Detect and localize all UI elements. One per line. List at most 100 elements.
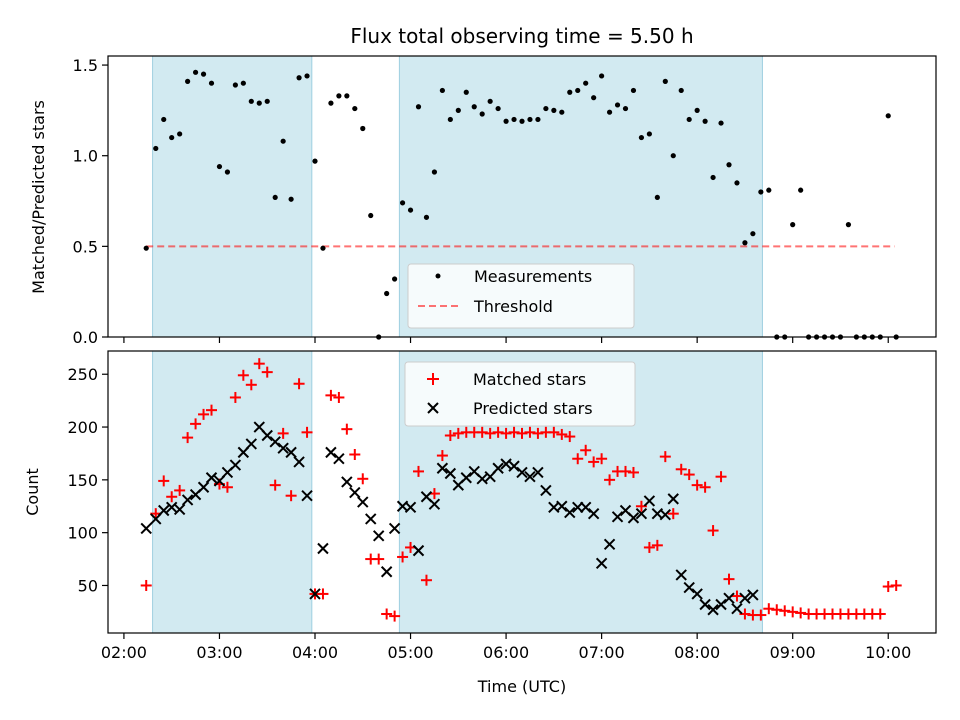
matched-star-point — [389, 610, 401, 622]
matched-star-point — [182, 432, 194, 444]
predicted-star-stroke — [325, 446, 337, 459]
top-y-ticks: 0.0 0.5 1.0 1.5 — [73, 56, 108, 347]
measurement-point — [543, 105, 549, 112]
matched-star-point — [564, 431, 576, 443]
predicted-star-point — [659, 509, 672, 521]
matched-star-point — [516, 427, 528, 439]
x-tick-label: 03:00 — [196, 643, 242, 662]
predicted-star-stroke — [428, 498, 441, 510]
predicted-star-stroke — [691, 588, 703, 600]
measurement-point — [423, 214, 430, 220]
bottom-plot-frame — [107, 350, 937, 634]
predicted-star-stroke — [165, 501, 178, 514]
predicted-star-point — [723, 592, 735, 604]
top-ylabel: Matched/Predicted stars — [29, 100, 48, 294]
matched-star-point — [158, 475, 170, 487]
matched-star-markers — [140, 358, 902, 622]
predicted-star-stroke — [309, 588, 321, 600]
measurement-point — [312, 158, 318, 164]
measurement-point — [392, 276, 398, 282]
matched-star-point — [779, 605, 791, 617]
matched-star-point — [572, 453, 584, 465]
predicted-star-stroke — [540, 484, 552, 497]
matched-star-point — [229, 391, 241, 403]
measurement-point — [503, 118, 509, 124]
measurement-point — [845, 222, 852, 228]
measurement-point — [431, 169, 438, 175]
predicted-star-stroke — [269, 436, 281, 448]
measurement-point — [336, 93, 342, 99]
predicted-star-stroke — [659, 509, 672, 521]
predicted-star-point — [325, 446, 337, 459]
predicted-star-stroke — [245, 438, 258, 450]
predicted-star-stroke — [548, 501, 560, 514]
matched-star-point — [683, 469, 695, 481]
matched-star-point — [174, 484, 186, 496]
measurement-point — [758, 189, 764, 195]
predicted-star-stroke — [739, 592, 751, 604]
matched-star-point — [293, 378, 305, 390]
bottom-ylabel: Count — [23, 468, 42, 516]
measurement-point — [527, 116, 533, 123]
x-tick-label: 02:00 — [101, 643, 147, 662]
x-tick-label: 10:00 — [865, 643, 911, 662]
predicted-star-point — [293, 456, 305, 468]
matched-star-point — [627, 466, 639, 478]
matched-star-point — [253, 358, 265, 370]
matched-star-point — [556, 428, 568, 440]
measurement-point — [670, 153, 676, 159]
measurement-point — [455, 107, 461, 113]
predicted-star-point — [349, 486, 361, 499]
matched-star-point — [452, 427, 464, 439]
matched-star-point — [548, 426, 560, 438]
predicted-star-point — [691, 588, 703, 600]
predicted-star-point — [683, 581, 695, 594]
predicted-star-point — [428, 498, 441, 510]
measurement-point — [280, 138, 286, 144]
predicted-star-stroke — [404, 501, 417, 514]
matched-star-point — [285, 490, 297, 502]
predicted-star-stroke — [532, 466, 544, 479]
measurement-point — [384, 290, 390, 297]
measurement-point — [153, 145, 159, 152]
predicted-star-stroke — [380, 566, 393, 578]
measurement-point — [216, 163, 223, 170]
predicted-star-stroke — [611, 511, 624, 523]
matched-star-point — [476, 426, 488, 438]
measurement-point — [264, 98, 270, 104]
matched-star-point — [413, 465, 424, 477]
predicted-star-point — [516, 466, 528, 479]
matched-star-point — [245, 379, 257, 391]
predicted-star-stroke — [261, 429, 273, 442]
predicted-star-point — [205, 472, 218, 484]
measurement-point — [734, 180, 740, 186]
predicted-star-point — [508, 460, 520, 472]
predicted-star-markers — [140, 421, 759, 616]
predicted-star-stroke — [707, 604, 719, 616]
top-x-ticks — [123, 337, 889, 343]
predicted-star-stroke — [205, 472, 218, 484]
predicted-star-point — [532, 466, 544, 479]
measurement-point — [487, 98, 493, 104]
predicted-star-stroke — [500, 458, 512, 470]
measurement-point — [559, 109, 565, 115]
matched-star-point — [763, 603, 775, 615]
matched-star-point — [237, 369, 249, 381]
predicted-star-stroke — [627, 512, 640, 524]
predicted-star-stroke — [444, 467, 457, 480]
top-plot-frame — [107, 55, 937, 338]
matched-star-point — [373, 553, 385, 565]
matched-star-point — [341, 423, 353, 435]
predicted-star-stroke — [556, 500, 568, 512]
legend-marker-predicted — [427, 402, 439, 414]
predicted-star-point — [165, 501, 178, 514]
measurement-point — [399, 200, 406, 206]
bottom-y-ticks: 50 100 150 200 250 — [67, 365, 108, 595]
predicted-star-stroke — [173, 503, 186, 516]
predicted-star-point — [707, 604, 719, 616]
predicted-star-point — [635, 507, 648, 520]
predicted-star-point — [404, 501, 417, 514]
matched-star-point — [198, 408, 210, 420]
predicted-star-stroke — [603, 538, 616, 550]
top-panel: 0.0 0.5 1.0 1.5 Matched/Predicted stars Mea… — [29, 55, 937, 347]
